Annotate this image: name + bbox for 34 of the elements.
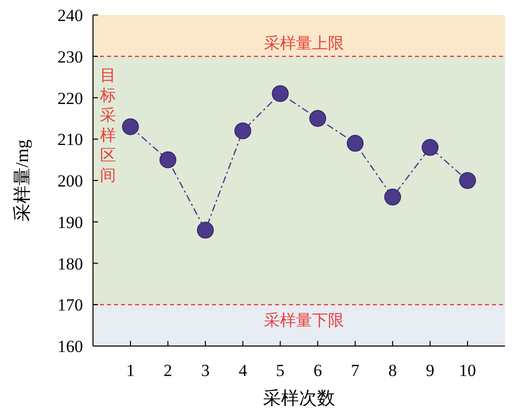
y-tick-label: 190: [58, 212, 83, 232]
ref-line-label: 采样量上限: [264, 34, 344, 52]
y-tick-label: 160: [58, 337, 83, 356]
y-tick-label: 180: [58, 254, 83, 274]
band-label: 目标采样区间: [99, 67, 116, 184]
y-tick-label: 230: [58, 47, 83, 66]
point: [122, 118, 139, 136]
x-tick-label: 6: [313, 361, 322, 380]
point: [346, 134, 364, 152]
point: [459, 172, 476, 189]
x-tick-label: 5: [276, 361, 285, 380]
x-axis-title: 采样次数: [263, 388, 335, 408]
y-axis-title: 采样量/mg: [12, 139, 32, 222]
x-tick-label: 7: [350, 361, 360, 380]
x-tick-label: 3: [201, 361, 210, 380]
x-tick-label: 9: [426, 361, 434, 380]
point: [422, 139, 438, 156]
point: [196, 222, 214, 239]
point: [272, 85, 289, 102]
x-tick-label: 2: [164, 361, 172, 380]
ref-line-label: 采样量下限: [264, 312, 344, 330]
point: [160, 151, 176, 168]
point: [234, 122, 252, 140]
y-tick-label: 220: [58, 88, 83, 108]
y-tick-label: 240: [58, 6, 83, 25]
y-tick-label: 210: [58, 130, 83, 150]
x-tick-label: 1: [126, 361, 135, 380]
x-tick-label: 8: [388, 361, 397, 380]
point: [309, 110, 326, 127]
x-tick-label: 4: [238, 361, 248, 380]
y-tick-label: 170: [58, 296, 83, 315]
point: [384, 188, 402, 206]
y-tick-label: 200: [58, 172, 83, 190]
x-tick-label: 10: [459, 361, 476, 380]
